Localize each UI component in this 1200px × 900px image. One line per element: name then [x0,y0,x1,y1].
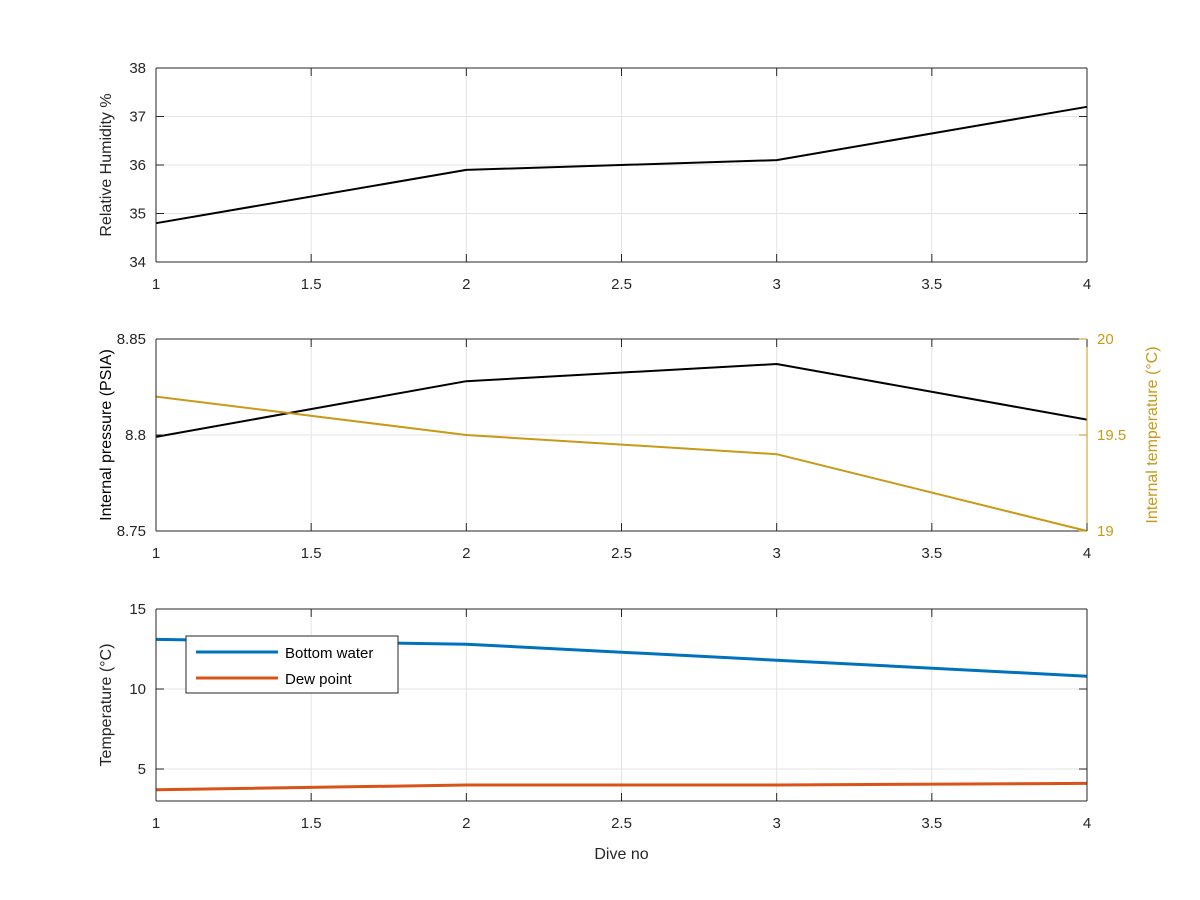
y-tick-label-right: 19 [1097,523,1114,540]
x-tick-label: 3 [772,815,780,832]
series-line-2 [155,395,1088,532]
x-tick-label: 1 [152,276,160,293]
x-tick-label: 3 [772,276,780,293]
x-tick-label: 3.5 [921,276,942,293]
legend-box [185,635,399,694]
legend: Bottom water Dew point [185,635,399,694]
y-tick-label: 8.8 [125,427,146,444]
y-tick-label: 10 [129,681,146,698]
y-tick-label: 36 [129,157,146,174]
x-tick-label: 4 [1083,545,1091,562]
series-line-dew-point [155,781,1088,792]
x-tick-label: 2.5 [611,545,632,562]
x-tick-label: 2.5 [611,276,632,293]
y-tick-label: 35 [129,206,146,223]
x-tick-label: 3.5 [921,545,942,562]
y-tick-label: 34 [129,254,146,271]
y-tick-label-right: 20 [1097,331,1114,348]
series-line-1 [155,105,1088,225]
x-tick-label: 1.5 [301,276,322,293]
y-axis-title-right: Internal temperature (°C) [1144,346,1161,523]
y-tick-label: 8.85 [117,331,146,348]
x-tick-label: 1 [152,815,160,832]
y-tick-label: 5 [138,761,146,778]
y-tick-label: 15 [129,601,146,618]
x-tick-label: 2 [462,545,470,562]
x-tick-label: 2 [462,815,470,832]
y-tick-label: 8.75 [117,523,146,540]
y-axis-title: Temperature (°C) [98,644,115,767]
subplot-3: 1 1.5 2 2.5 3 3.5 4 5 10 15 Temperature (°C) Dive n… [98,601,1091,863]
x-tick-label: 2 [462,276,470,293]
x-tick-label: 4 [1083,276,1091,293]
y-tick-label: 38 [129,60,146,77]
x-tick-label: 3 [772,545,780,562]
subplot-1: 1 1.5 2 2.5 3 3.5 4 34 35 36 37 38 Relative Humidity… [98,60,1091,293]
series-line-1 [155,363,1088,438]
x-tick-label: 2.5 [611,815,632,832]
y-tick-label-right: 19.5 [1097,427,1126,444]
x-tick-label: 4 [1083,815,1091,832]
legend-label: Dew point [285,671,353,688]
x-tick-label: 1.5 [301,815,322,832]
subplot-2: 1 1.5 2 2.5 3 3.5 4 8.75 8.8 8.85 19 19.5 20 Internal… [98,331,1161,562]
y-axis-title: Internal pressure (PSIA) [98,349,115,521]
x-tick-label: 1 [152,545,160,562]
x-axis-title: Dive no [594,846,648,863]
y-tick-label: 37 [129,109,146,126]
x-tick-label: 1.5 [301,545,322,562]
legend-label: Bottom water [285,645,373,662]
y-axis-title: Relative Humidity % [98,93,115,236]
x-tick-label: 3.5 [921,815,942,832]
